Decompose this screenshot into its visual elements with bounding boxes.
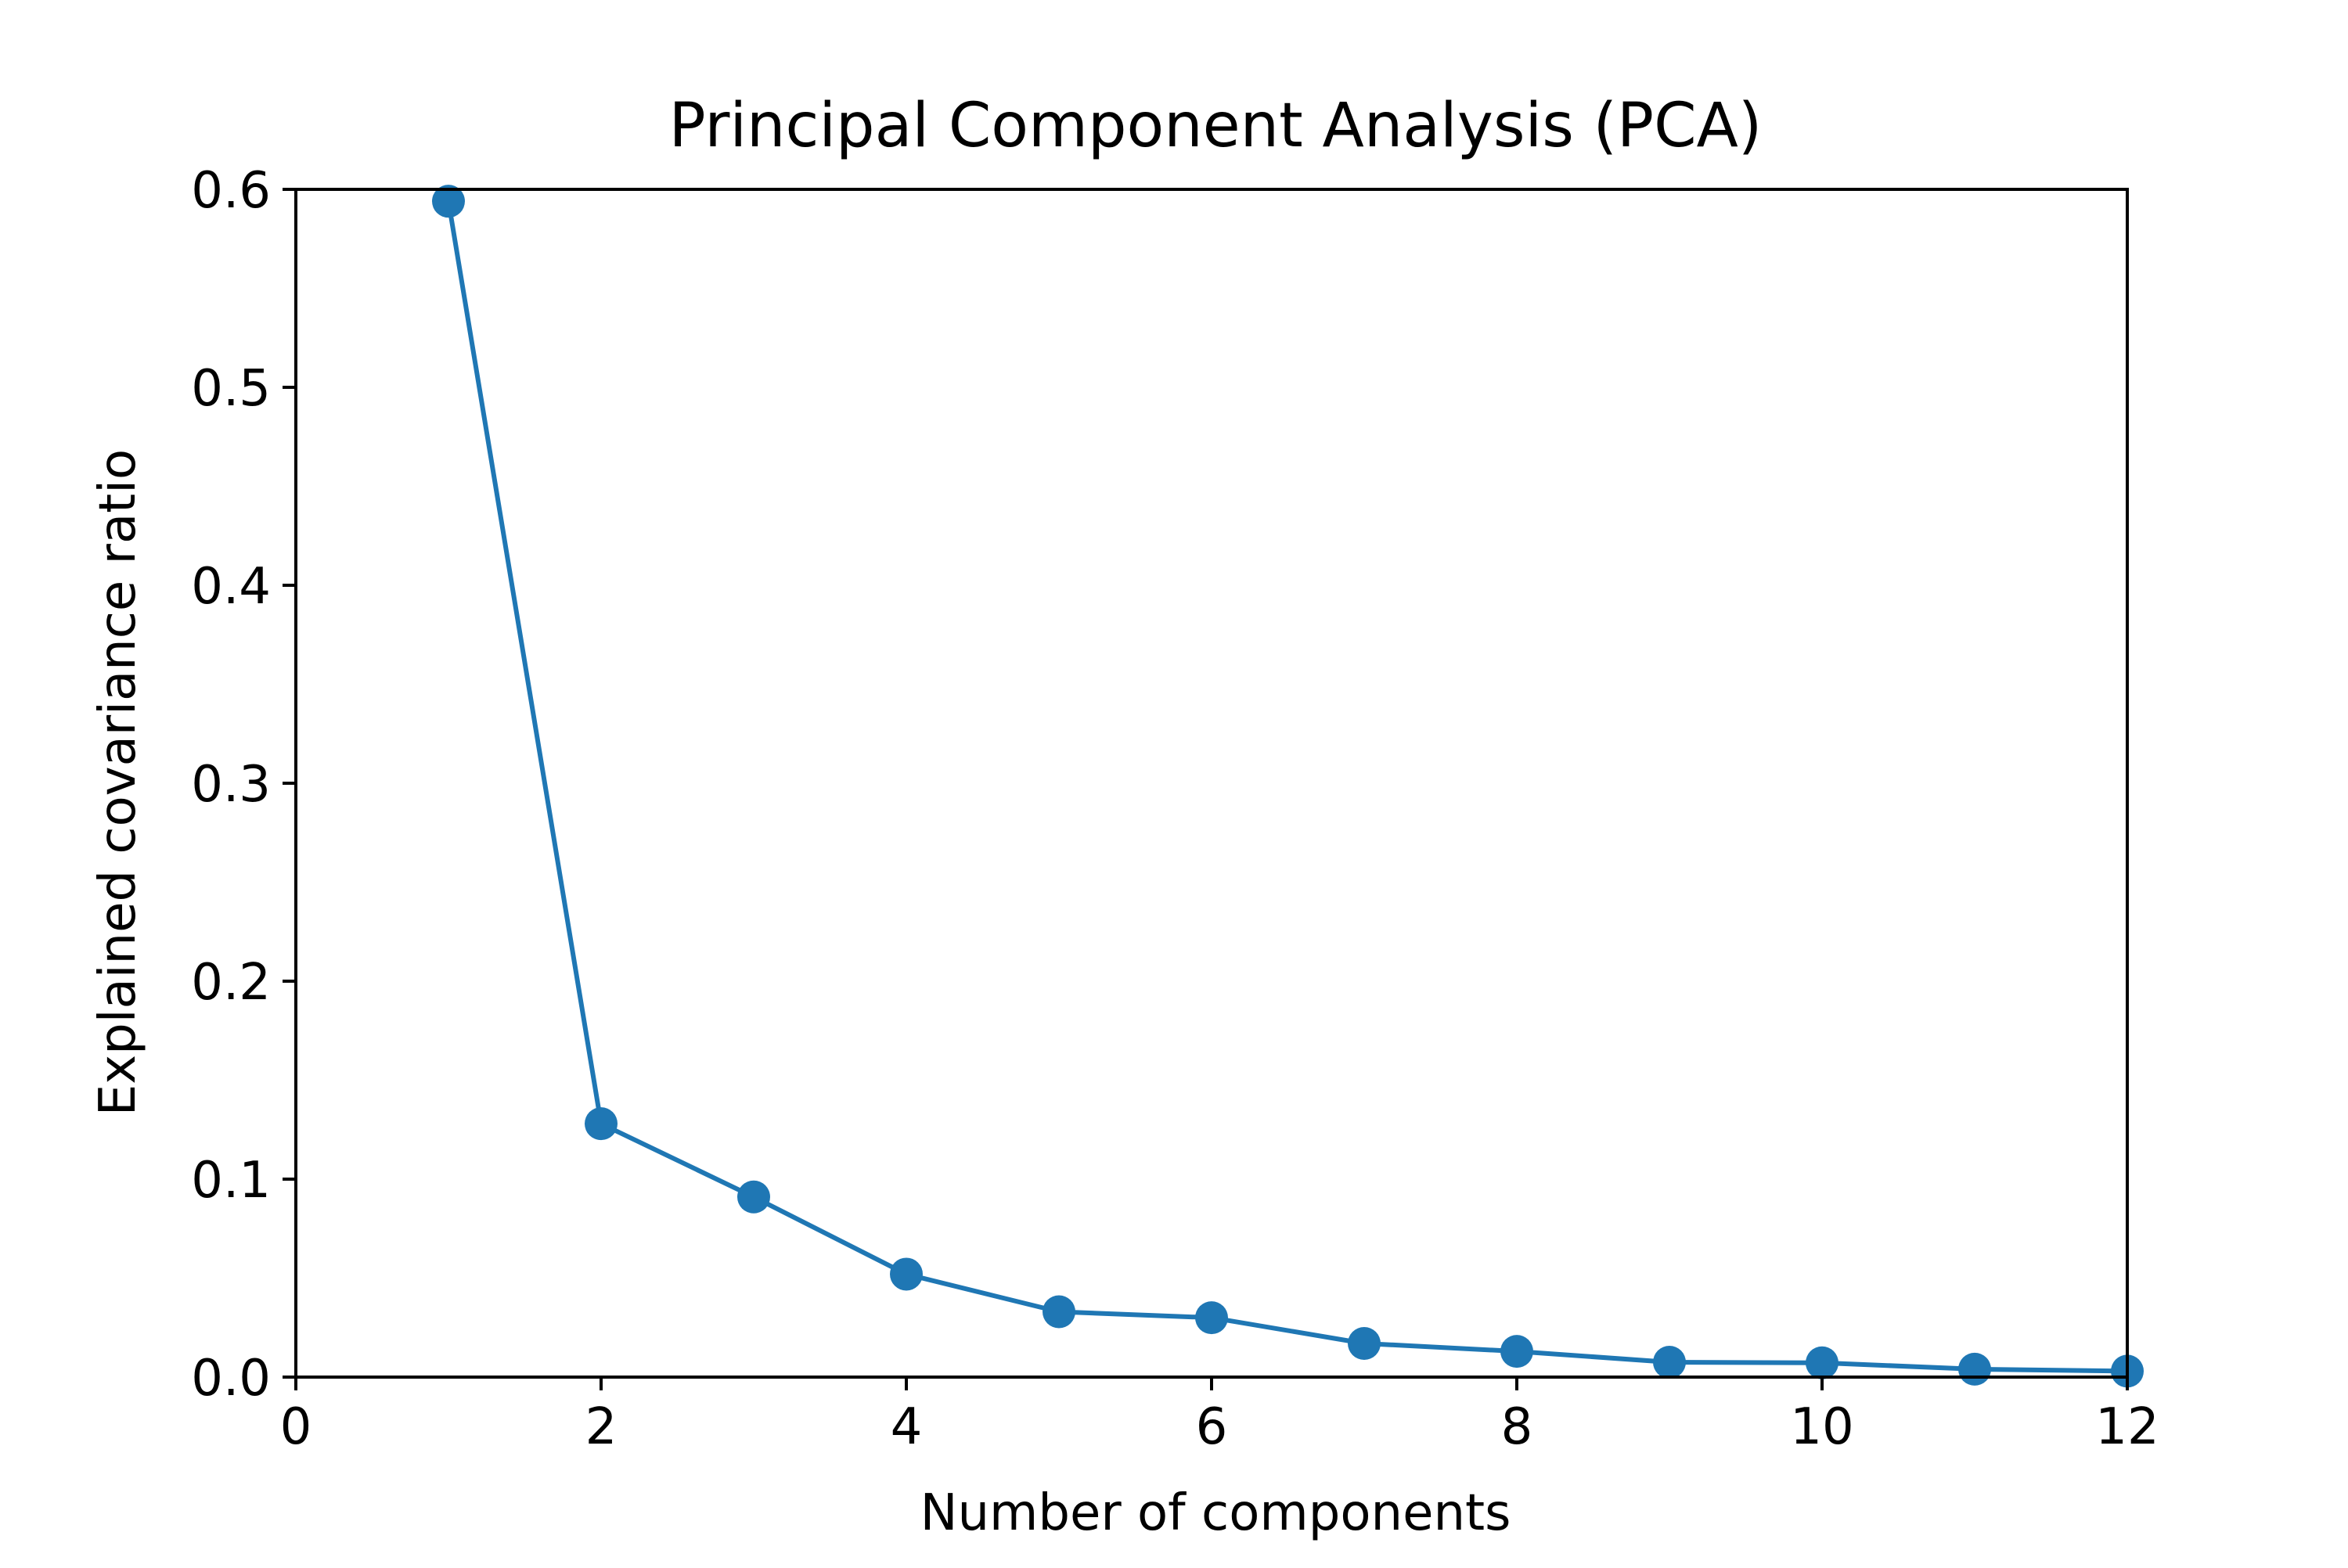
x-tick-label: 6 <box>1196 1398 1228 1456</box>
data-point <box>1043 1295 1075 1329</box>
y-tick-label: 0.6 <box>191 162 271 220</box>
data-point <box>1195 1301 1228 1335</box>
x-tick-label: 12 <box>2095 1398 2159 1456</box>
y-axis-label: Explained covariance ratio <box>89 449 147 1116</box>
y-tick-label: 0.3 <box>191 756 271 814</box>
y-tick-label: 0.2 <box>191 954 271 1012</box>
data-point <box>737 1180 770 1214</box>
data-point <box>890 1257 923 1291</box>
x-tick-label: 10 <box>1790 1398 1853 1456</box>
y-tick-label: 0.1 <box>191 1152 271 1210</box>
y-tick-label: 0.4 <box>191 558 271 616</box>
data-point <box>1500 1335 1533 1368</box>
y-tick-label: 0.5 <box>191 360 271 418</box>
chart-title: Principal Component Analysis (PCA) <box>669 91 1763 161</box>
x-tick-label: 0 <box>280 1398 312 1456</box>
data-point <box>1653 1346 1686 1379</box>
data-point <box>1348 1326 1381 1360</box>
y-tick-label: 0.0 <box>191 1350 271 1408</box>
data-point <box>1958 1352 1991 1386</box>
series-line <box>446 199 2130 1374</box>
x-tick-label: 2 <box>585 1398 618 1456</box>
data-point <box>585 1107 618 1141</box>
data-point <box>432 185 465 218</box>
x-tick-label: 8 <box>1501 1398 1533 1456</box>
x-tick-label: 4 <box>891 1398 923 1456</box>
data-point <box>1806 1346 1838 1379</box>
plot-area: 0 2 4 6 8 10 12 0.0 0.1 0.2 0.3 0.4 0.5 0.6 <box>191 162 2159 1456</box>
x-axis-label: Number of components <box>920 1484 1511 1542</box>
